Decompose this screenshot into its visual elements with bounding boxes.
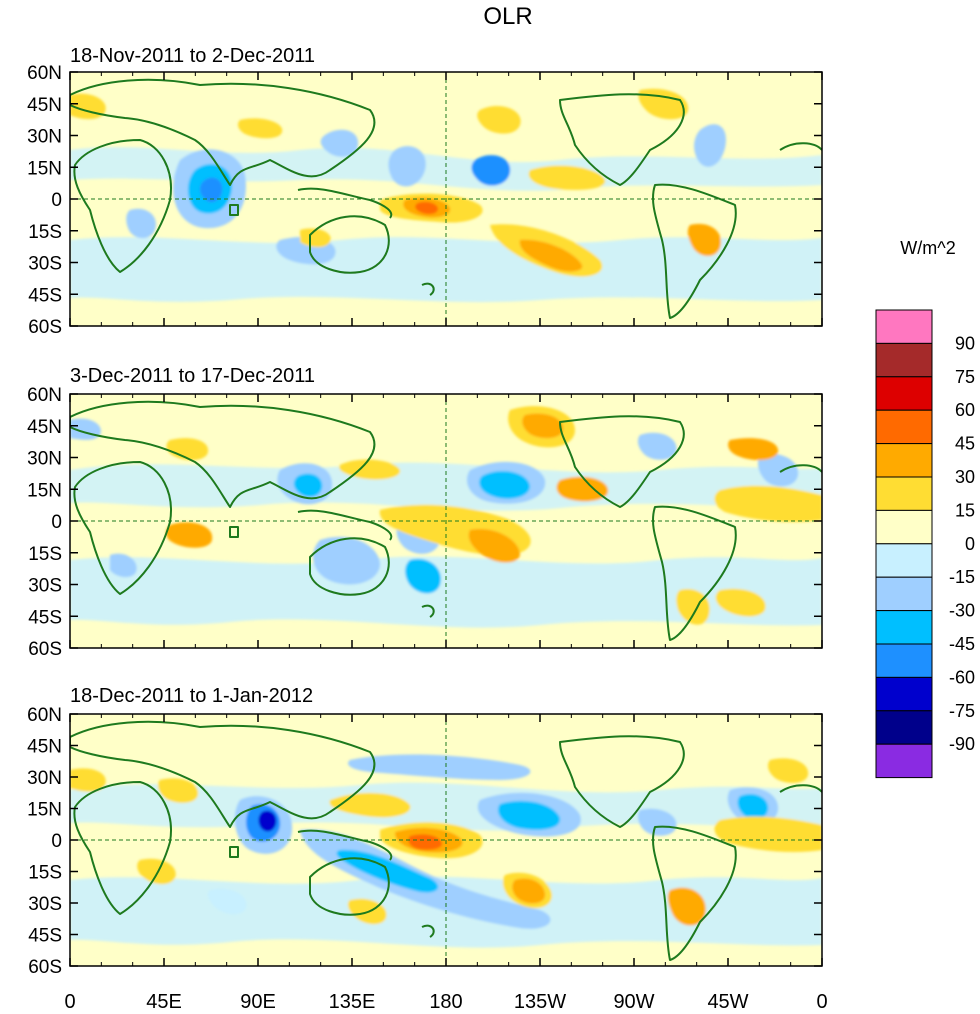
- lat-label: 45N: [27, 417, 62, 438]
- lon-label: 90W: [613, 991, 654, 1013]
- lon-label: 45W: [707, 991, 748, 1013]
- colorbar-label: -45: [949, 634, 975, 654]
- panel-2-axes: 60N 45N 30N 15N 0 15S 30S 45S 60S: [27, 385, 823, 660]
- colorbar-label: -30: [949, 601, 975, 621]
- panel-1-axes: 60N 45N 30N 15N 0 15S 30S 45S 60S: [27, 63, 823, 338]
- map-panel-3: 18-Dec-2011 to 1-Jan-2012: [70, 685, 822, 966]
- lat-label: 60N: [27, 705, 62, 726]
- colorbar-swatch: [875, 409, 933, 445]
- lat-label: 0: [51, 831, 62, 852]
- lat-label: 0: [51, 512, 62, 533]
- colorbar-swatch: [875, 676, 933, 712]
- lat-label: 15S: [28, 222, 62, 243]
- lon-label: 45E: [146, 991, 182, 1013]
- lat-label: 45S: [28, 926, 62, 947]
- colorbar-swatch: [875, 643, 933, 678]
- lat-label: 45S: [28, 285, 62, 306]
- lat-label: 30N: [27, 127, 62, 148]
- lat-label: 45S: [28, 607, 62, 628]
- lat-label: 30S: [28, 894, 62, 915]
- lat-label: 60S: [28, 317, 62, 338]
- colorbar-swatch: [875, 443, 933, 478]
- colorbar-swatch: [875, 576, 933, 612]
- colorbar-label: -60: [949, 667, 975, 687]
- map-overlays: 60N 45N 30N 15N 0 15S 30S 45S 60S 60N 45N 30N 15N 0 15…: [27, 63, 827, 1013]
- panel-3-axes: 60N 45N 30N 15N 0 15S 30S 45S 60S: [27, 705, 823, 978]
- lat-label: 15S: [28, 863, 62, 884]
- lat-label: 30N: [27, 449, 62, 470]
- colorbar-label: -75: [949, 701, 975, 721]
- colorbar-swatch: [875, 710, 933, 745]
- lon-label: 90E: [240, 991, 276, 1013]
- colorbar-swatch: [875, 509, 933, 545]
- colorbar-label: -15: [949, 567, 975, 587]
- lat-label: 15N: [27, 480, 62, 501]
- lon-label: 135W: [514, 991, 566, 1013]
- lat-label: 30S: [28, 576, 62, 597]
- lon-label: 135E: [329, 991, 376, 1013]
- colorbar-swatch: [875, 543, 933, 578]
- colorbar-label: 30: [955, 467, 975, 487]
- lat-label: 45N: [27, 95, 62, 116]
- colorbar-label: 75: [955, 367, 975, 387]
- colorbar-label: 90: [955, 333, 975, 353]
- panel-3-period-label: 18-Dec-2011 to 1-Jan-2012: [70, 685, 313, 707]
- lat-label: 15N: [27, 158, 62, 179]
- lat-label: 60N: [27, 63, 62, 84]
- lat-label: 0: [51, 190, 62, 211]
- lat-label: 15N: [27, 800, 62, 821]
- colorbar-swatch: [875, 342, 933, 378]
- lon-label: 0: [64, 991, 75, 1013]
- lat-label: 30N: [27, 768, 62, 789]
- colorbar-swatch: [875, 743, 933, 779]
- lat-label: 60S: [28, 957, 62, 978]
- figure-title: OLR: [483, 3, 532, 30]
- lat-label: 60N: [27, 385, 62, 406]
- lat-label: 30S: [28, 254, 62, 275]
- colorbar-label: 45: [955, 434, 975, 454]
- colorbar-label: 0: [965, 534, 975, 554]
- lon-label: 180: [429, 991, 462, 1013]
- panel-1-period-label: 18-Nov-2011 to 2-Dec-2011: [70, 45, 315, 67]
- panel-2-period-label: 3-Dec-2011 to 17-Dec-2011: [70, 365, 315, 387]
- colorbar-label: -90: [949, 734, 975, 754]
- lat-label: 45N: [27, 737, 62, 758]
- lat-label: 15S: [28, 544, 62, 565]
- colorbar-swatch: [875, 476, 933, 511]
- colorbar-label: 60: [955, 400, 975, 420]
- colorbar-label: 15: [955, 500, 975, 520]
- colorbar-swatch: [875, 376, 933, 411]
- lon-label: 0: [816, 991, 827, 1013]
- colorbar-units: W/m^2: [900, 238, 955, 258]
- colorbar-swatch: [875, 610, 933, 645]
- lat-label: 60S: [28, 639, 62, 660]
- colorbar: W/m^2 90 75 60 45 30 15 0 -15 -30 -45 -60 -75 -90: [875, 238, 975, 779]
- colorbar-swatch: [875, 309, 933, 344]
